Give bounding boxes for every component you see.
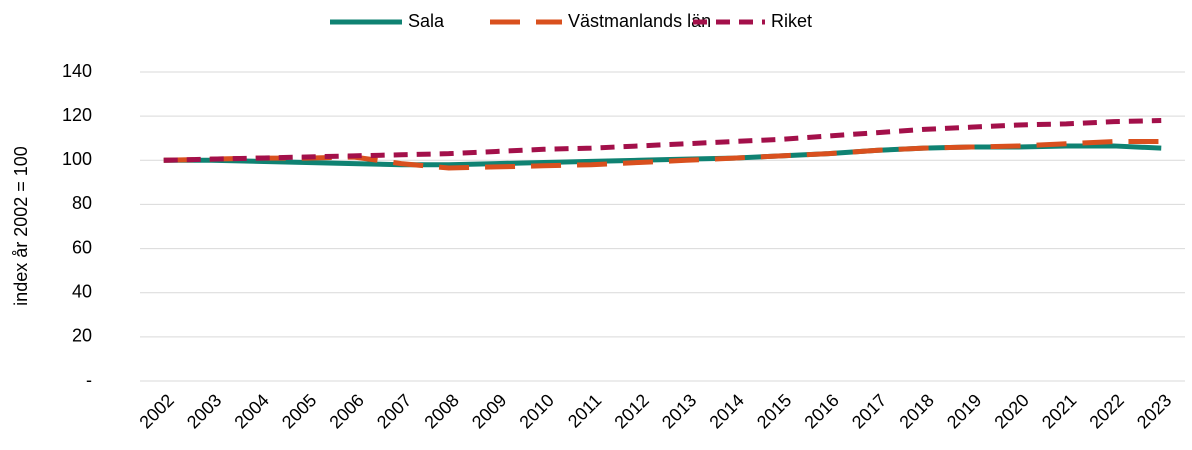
x-tick-label: 2007 <box>373 390 415 432</box>
x-tick-label: 2002 <box>135 390 177 432</box>
y-tick-label: 40 <box>72 281 92 301</box>
legend-label: Riket <box>771 11 812 31</box>
x-tick-label: 2019 <box>943 390 985 432</box>
x-tick-label: 2020 <box>990 390 1032 432</box>
x-tick-label: 2006 <box>325 390 367 432</box>
x-tick-label: 2011 <box>564 390 606 432</box>
y-tick-label: 100 <box>62 149 92 169</box>
series-line <box>163 118 1162 163</box>
y-tick-label: 60 <box>72 237 92 257</box>
x-tick-label: 2013 <box>658 390 700 432</box>
y-tick-label: - <box>86 370 92 390</box>
legend-label: Västmanlands län <box>568 11 711 31</box>
x-tick-label: 2010 <box>515 390 557 432</box>
x-tick-label: 2018 <box>895 390 937 432</box>
x-tick-label: 2003 <box>183 390 225 432</box>
y-tick-label: 140 <box>62 61 92 81</box>
x-tick-label: 2023 <box>1133 390 1175 432</box>
y-axis-label: index år 2002 = 100 <box>11 146 31 306</box>
x-tick-label: 2012 <box>610 390 652 432</box>
x-tick-label: 2017 <box>848 390 890 432</box>
legend-label: Sala <box>408 11 445 31</box>
x-tick-label: 2014 <box>705 390 747 432</box>
x-tick-label: 2004 <box>230 390 272 432</box>
y-tick-label: 120 <box>62 105 92 125</box>
x-tick-label: 2009 <box>468 390 510 432</box>
x-tick-label: 2016 <box>800 390 842 432</box>
x-tick-label: 2022 <box>1085 390 1127 432</box>
y-tick-label: 20 <box>72 326 92 346</box>
x-tick-label: 2021 <box>1038 390 1080 432</box>
x-tick-label: 2005 <box>278 390 320 432</box>
x-tick-label: 2015 <box>753 390 795 432</box>
y-tick-label: 80 <box>72 193 92 213</box>
x-tick-label: 2008 <box>420 390 462 432</box>
